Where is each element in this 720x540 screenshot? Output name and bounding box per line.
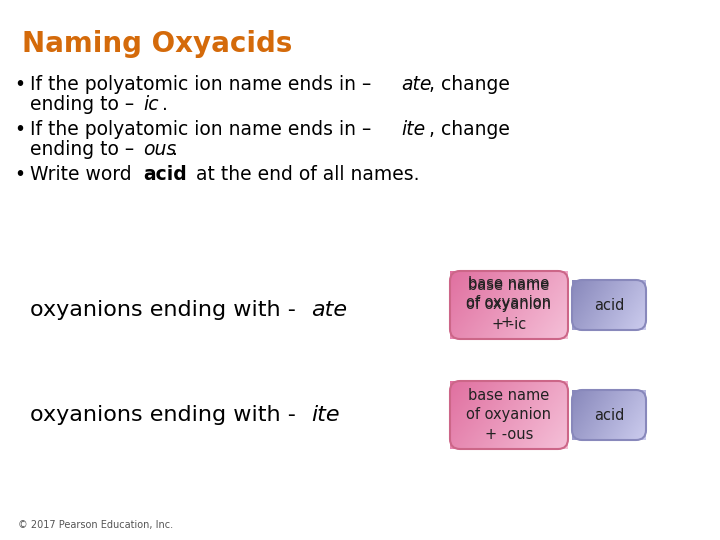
- Text: © 2017 Pearson Education, Inc.: © 2017 Pearson Education, Inc.: [18, 520, 173, 530]
- Text: .: .: [171, 140, 177, 159]
- Text: Naming Oxyacids: Naming Oxyacids: [22, 30, 292, 58]
- Text: acid: acid: [594, 408, 624, 422]
- Text: base name
of oxyanion
+ -ous: base name of oxyanion + -ous: [467, 388, 552, 442]
- Text: oxyanions ending with -: oxyanions ending with -: [30, 300, 296, 320]
- Text: If the polyatomic ion name ends in –: If the polyatomic ion name ends in –: [30, 75, 372, 94]
- Text: ate: ate: [311, 300, 347, 320]
- Text: , change: , change: [429, 75, 510, 94]
- Text: If the polyatomic ion name ends in –: If the polyatomic ion name ends in –: [30, 120, 372, 139]
- Text: oxyanions ending with -: oxyanions ending with -: [30, 405, 296, 425]
- Text: •: •: [14, 120, 25, 139]
- Text: ite: ite: [311, 405, 340, 425]
- Text: Write word: Write word: [30, 165, 138, 185]
- Text: .: .: [162, 94, 168, 113]
- Text: ate: ate: [401, 75, 431, 94]
- Text: ic: ic: [143, 94, 159, 113]
- Text: base name
of oxyanion
+ -ic: base name of oxyanion + -ic: [467, 278, 552, 332]
- Text: base name
of oxyanion
+: base name of oxyanion +: [467, 276, 552, 330]
- Text: ite: ite: [401, 120, 426, 139]
- Text: ous: ous: [143, 140, 176, 159]
- Text: ending to –: ending to –: [30, 94, 134, 113]
- Text: •: •: [14, 165, 25, 185]
- Text: , change: , change: [429, 120, 510, 139]
- Text: at the end of all names.: at the end of all names.: [190, 165, 420, 185]
- Text: acid: acid: [143, 165, 187, 185]
- Text: acid: acid: [594, 298, 624, 313]
- Text: ending to –: ending to –: [30, 140, 134, 159]
- Text: •: •: [14, 75, 25, 94]
